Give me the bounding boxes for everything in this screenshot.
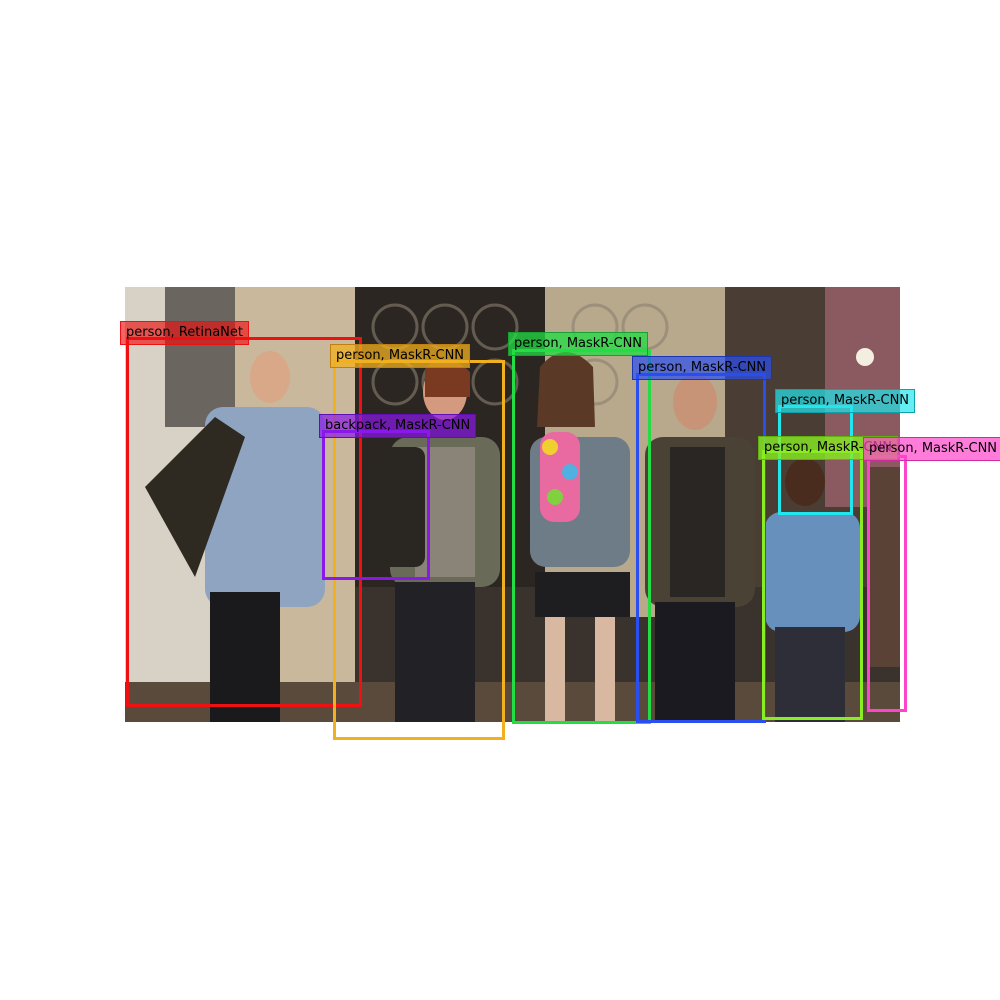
detection-label-person-maskrcnn-2: person, MaskR-CNN	[508, 332, 649, 356]
detection-label-person-maskrcnn-3: person, MaskR-CNN	[632, 356, 773, 380]
detection-box-person-maskrcnn-5	[762, 450, 863, 720]
detection-box-person-maskrcnn-6	[867, 455, 907, 712]
detection-label-person-maskrcnn-6: person, MaskR-CNN	[863, 437, 1000, 461]
detection-label-person-maskrcnn-1: person, MaskR-CNN	[330, 344, 471, 368]
detection-box-backpack-maskrcnn	[322, 430, 430, 580]
detection-label-backpack-maskrcnn: backpack, MaskR-CNN	[319, 414, 477, 438]
detection-label-person-retinanet: person, RetinaNet	[120, 321, 250, 345]
detection-box-person-maskrcnn-3	[636, 373, 766, 723]
detection-label-person-maskrcnn-4: person, MaskR-CNN	[775, 389, 916, 413]
detection-box-person-maskrcnn-2	[512, 349, 651, 724]
